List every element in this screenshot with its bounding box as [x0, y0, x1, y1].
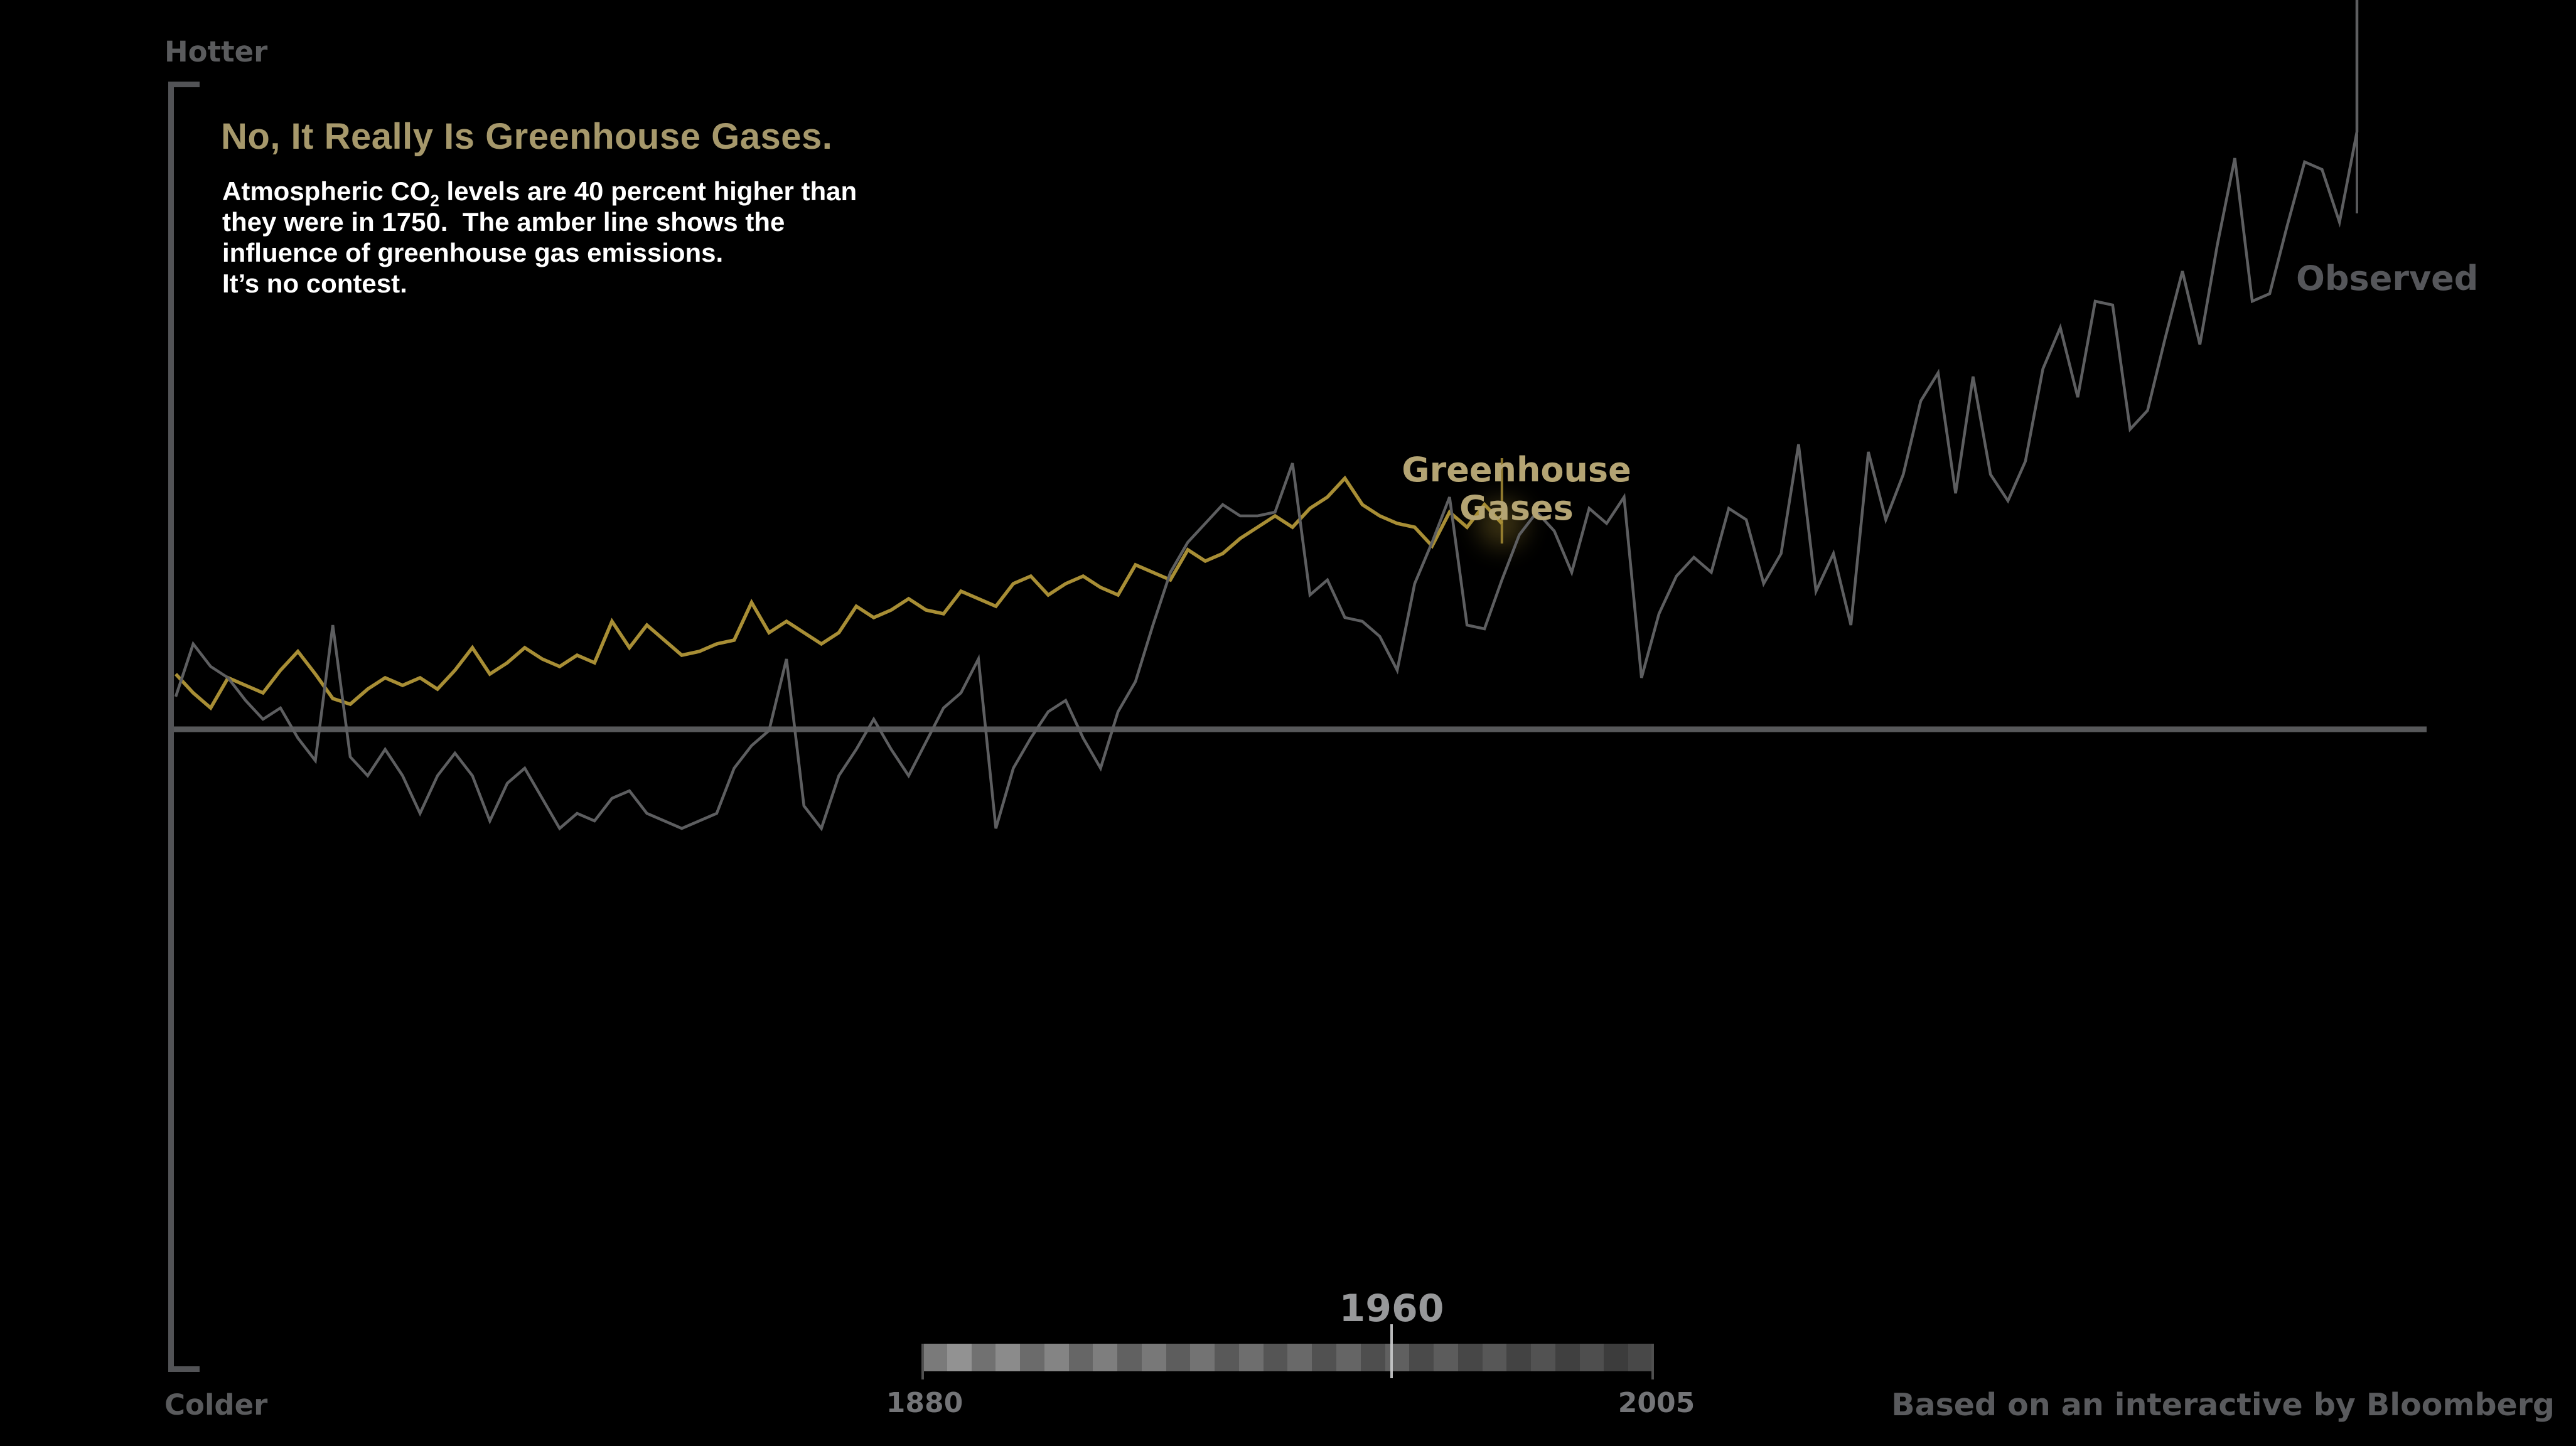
y-axis-bracket-bottom-tick	[168, 1366, 200, 1372]
timeline-stripe	[1020, 1344, 1044, 1371]
timeline-stripe	[923, 1344, 947, 1371]
timeline-stripe	[1482, 1344, 1507, 1371]
timeline-stripe	[1190, 1344, 1215, 1371]
intro-line-2: they were in 1750. The amber line shows …	[222, 207, 785, 237]
timeline-stripe	[1628, 1344, 1653, 1371]
y-axis-bracket-line	[168, 82, 174, 1372]
observed-line	[174, 0, 2359, 832]
timeline-stripe	[1531, 1344, 1555, 1371]
intro-line-4: It’s no contest.	[222, 269, 407, 298]
timeline-stripe	[947, 1344, 972, 1371]
intro-line-1: Atmospheric CO2 levels are 40 percent hi…	[222, 176, 857, 210]
timeline-stripe	[996, 1344, 1021, 1371]
timeline-stripe	[1360, 1344, 1385, 1371]
intro-text: Atmospheric CO2 levels are 40 percent hi…	[222, 176, 857, 299]
timeline-stripe	[1287, 1344, 1312, 1371]
greenhouse-gases-line-label: Greenhouse Gases	[1402, 450, 1631, 528]
timeline-stripe	[1336, 1344, 1361, 1371]
attribution-text: Based on an interactive by Bloomberg	[1891, 1387, 2555, 1423]
timeline-stripe	[1555, 1344, 1580, 1371]
page-title: No, It Really Is Greenhouse Gases.	[221, 116, 833, 157]
timeline-stripe	[1093, 1344, 1118, 1371]
timeline-current-year: 1960	[1339, 1287, 1444, 1331]
timeline-stripe	[1312, 1344, 1337, 1371]
timeline-stripe	[1579, 1344, 1604, 1371]
timeline-stripe	[1457, 1344, 1483, 1371]
timeline-stripe	[1044, 1344, 1069, 1371]
observed-line-label: Observed	[2296, 259, 2479, 298]
timeline-stripe	[1141, 1344, 1166, 1371]
y-axis-bracket-top-tick	[168, 82, 200, 87]
timeline-stripe	[1068, 1344, 1093, 1371]
timeline-scrubber-handle[interactable]	[1390, 1324, 1393, 1378]
timeline-stripe	[1263, 1344, 1288, 1371]
y-axis-label-colder: Colder	[164, 1388, 268, 1422]
timeline-end-label: 2005	[1618, 1387, 1695, 1419]
timeline-stripe	[1215, 1344, 1239, 1371]
timeline-stripe	[1238, 1344, 1264, 1371]
timeline-stripe	[1604, 1344, 1629, 1371]
timeline-start-tick	[921, 1344, 924, 1379]
timeline-stripe	[1117, 1344, 1142, 1371]
timeline-scrubber-track[interactable]	[923, 1344, 1653, 1371]
timeline-stripe	[1166, 1344, 1191, 1371]
timeline-stripe	[1409, 1344, 1434, 1371]
timeline-stripe	[971, 1344, 996, 1371]
timeline-start-label: 1880	[886, 1387, 963, 1419]
timeline-stripe	[1506, 1344, 1532, 1371]
y-axis-label-hotter: Hotter	[164, 35, 268, 68]
timeline-end-tick	[1651, 1344, 1654, 1379]
co2-subscript: 2	[430, 191, 439, 210]
timeline-stripe	[1434, 1344, 1458, 1371]
greenhouse-gases-line	[174, 475, 1503, 711]
timeline-stripe	[1385, 1344, 1410, 1371]
intro-line-3: influence of greenhouse gas emissions.	[222, 238, 724, 267]
